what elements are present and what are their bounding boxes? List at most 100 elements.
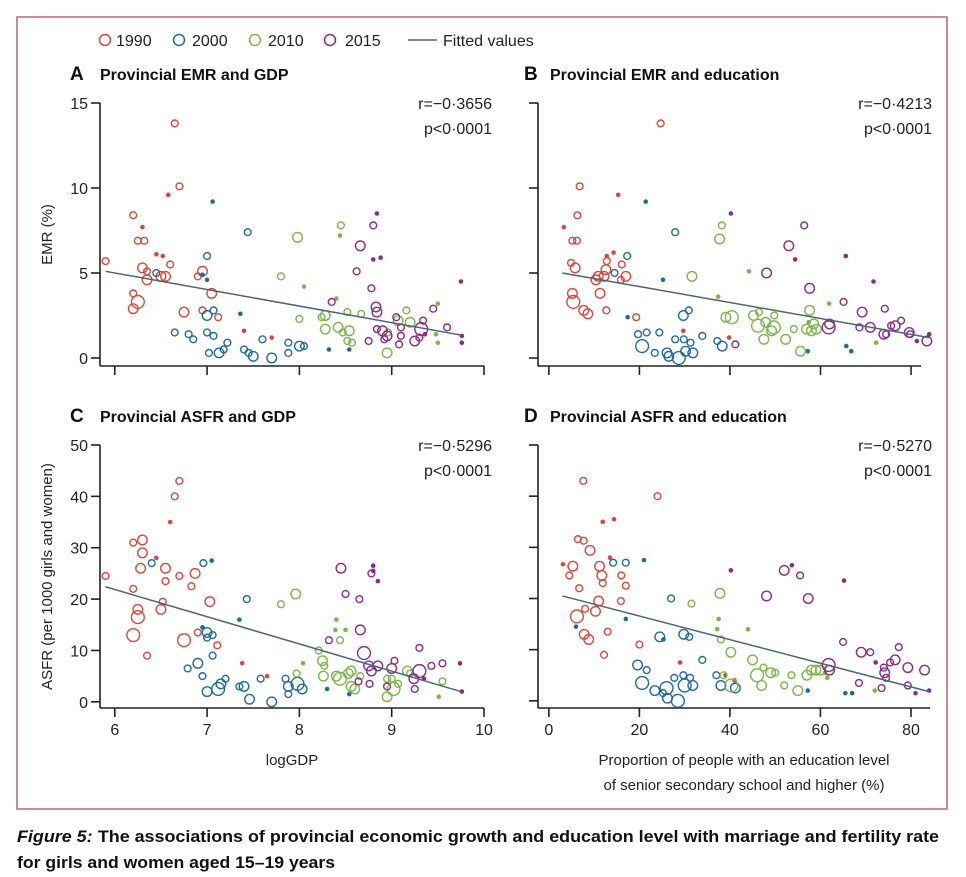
data-point-2010 — [750, 318, 766, 333]
data-point-2015 — [804, 282, 816, 294]
data-point-2000 — [346, 347, 352, 352]
data-point-2000 — [237, 617, 242, 622]
data-point-2000 — [670, 693, 685, 708]
x-tick-label: 10 — [475, 722, 493, 739]
data-point-2015 — [356, 645, 372, 661]
data-point-1990 — [193, 628, 202, 637]
data-point-2000 — [671, 350, 686, 366]
data-point-2000 — [715, 679, 727, 691]
data-point-2000 — [293, 340, 305, 352]
data-point-2000 — [654, 631, 666, 643]
x-tick-label: 0 — [544, 722, 553, 739]
panel-a: A Provincial EMR and GDP r=−0·3656 p<0·0001… — [39, 64, 492, 375]
data-point-2015 — [855, 323, 864, 332]
data-point-2010 — [436, 694, 442, 699]
series-2015 — [324, 562, 465, 694]
x-axis-label: logGDP — [266, 752, 319, 769]
x-tick-label: 8 — [295, 722, 304, 739]
data-point-2000 — [202, 328, 212, 337]
data-point-2010 — [330, 670, 342, 682]
data-point-1990 — [611, 250, 616, 255]
data-point-2000 — [202, 251, 212, 261]
data-point-2015 — [879, 663, 888, 672]
data-point-1990 — [615, 192, 621, 198]
p-value: p<0·0001 — [424, 463, 492, 480]
data-point-2010 — [343, 325, 355, 337]
data-point-1990 — [579, 476, 588, 485]
series-2010 — [687, 587, 878, 697]
data-point-1990 — [565, 571, 574, 580]
fitted-line — [105, 270, 462, 336]
data-point-2010 — [746, 269, 752, 274]
data-point-2015 — [838, 637, 848, 647]
data-point-2000 — [324, 686, 330, 692]
data-point-2015 — [889, 654, 901, 666]
data-point-2015 — [761, 267, 773, 279]
correlation-r: r=−0·4213 — [858, 96, 932, 113]
data-point-2000 — [623, 251, 632, 261]
data-point-2000 — [189, 335, 198, 344]
data-point-2010 — [386, 681, 401, 697]
panel-letter: B — [524, 64, 538, 85]
data-point-2015 — [841, 578, 847, 583]
panel-c: C Provincial ASFR and GDP r=−0·5296 p<0·000… — [39, 406, 493, 769]
data-point-2015 — [327, 297, 336, 307]
data-point-1990 — [602, 306, 611, 315]
data-point-2000 — [211, 681, 226, 697]
data-point-2000 — [183, 664, 192, 673]
x-tick-label: 20 — [630, 722, 648, 739]
series-1990 — [101, 476, 270, 679]
data-point-2015 — [410, 684, 419, 694]
data-point-2000 — [247, 350, 259, 362]
data-point-2010 — [714, 626, 720, 632]
panel-letter: D — [524, 406, 538, 427]
data-point-1990 — [101, 257, 110, 266]
data-point-2010 — [435, 301, 441, 306]
data-point-2010 — [872, 688, 878, 693]
panel-d: D Provincial ASFR and education r=−0·5270 p… — [524, 406, 932, 794]
data-point-2010 — [756, 679, 768, 691]
data-point-2000 — [284, 348, 293, 358]
data-point-1990 — [213, 641, 222, 650]
data-point-2015 — [429, 304, 438, 313]
series-1990 — [561, 119, 732, 340]
data-point-1990 — [607, 555, 613, 560]
data-point-2015 — [422, 331, 428, 337]
data-point-2010 — [806, 320, 812, 325]
data-point-1990 — [569, 262, 581, 274]
data-point-2015 — [370, 568, 376, 574]
data-point-2010 — [804, 304, 816, 316]
data-point-1990 — [130, 609, 145, 625]
data-point-2000 — [238, 680, 250, 692]
data-point-2000 — [200, 625, 205, 630]
caption-line-1: Figure 5: The associations of provincial … — [17, 827, 939, 846]
data-point-1990 — [584, 544, 596, 556]
data-point-2015 — [877, 683, 886, 693]
data-point-1990 — [161, 577, 170, 586]
legend-label-1990: 1990 — [116, 33, 152, 50]
data-point-2000 — [299, 342, 309, 351]
data-point-2010 — [717, 221, 726, 230]
data-point-2010 — [301, 284, 307, 289]
data-point-2010 — [394, 679, 403, 688]
data-point-2015 — [370, 301, 382, 313]
data-point-1990 — [136, 547, 148, 559]
data-point-2010 — [300, 661, 306, 666]
data-point-2000 — [659, 680, 674, 696]
data-point-2010 — [747, 654, 759, 666]
data-point-2010 — [276, 600, 286, 609]
data-point-1990 — [575, 182, 584, 191]
data-point-2000 — [698, 331, 707, 341]
data-point-2015 — [375, 578, 381, 584]
data-point-2015 — [896, 316, 906, 325]
data-point-2000 — [266, 352, 278, 364]
y-tick-label: 10 — [70, 181, 88, 198]
data-point-2015 — [371, 306, 383, 318]
data-point-2015 — [914, 338, 920, 344]
data-point-2010 — [720, 311, 732, 323]
data-point-2000 — [663, 350, 675, 362]
data-point-2015 — [889, 320, 901, 332]
data-point-2010 — [824, 675, 830, 681]
data-point-1990 — [604, 253, 610, 259]
data-point-1990 — [214, 313, 223, 322]
